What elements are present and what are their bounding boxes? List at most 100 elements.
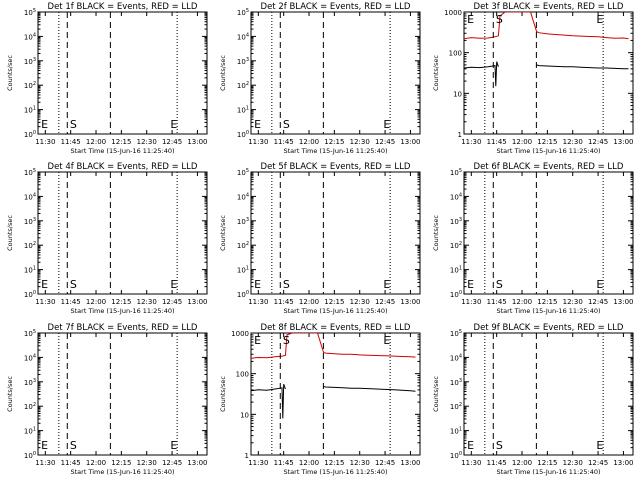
panel-title: Det 4f BLACK = Events, RED = LLD xyxy=(48,162,198,172)
x-tick-label: 12:15 xyxy=(324,298,344,306)
plot-frame xyxy=(37,171,208,295)
x-tick-label: 11:45 xyxy=(274,138,294,146)
marker-label: E xyxy=(170,118,177,131)
x-tick-label: 13:00 xyxy=(613,138,633,146)
y-tick-label: 105 xyxy=(237,8,249,17)
x-tick-label: 12:45 xyxy=(162,298,182,306)
marker-label: S xyxy=(496,278,503,291)
marker-label: E xyxy=(467,278,474,291)
y-tick-label: 1 xyxy=(245,452,249,460)
x-tick-label: 12:30 xyxy=(137,138,157,146)
panel-det-9: Det 9f BLACK = Events, RED = LLD 11:30 11:… xyxy=(432,323,634,476)
x-tick-label: 12:00 xyxy=(299,459,319,467)
marker-label: S xyxy=(70,118,77,131)
x-tick-label: 13:00 xyxy=(187,459,207,467)
x-tick-label: 12:00 xyxy=(86,459,106,467)
x-tick-label: 12:15 xyxy=(324,138,344,146)
y-tick-label: 100 xyxy=(236,371,249,379)
x-axis-label: Start Time (15-Jun-16 11:25:40) xyxy=(497,307,601,315)
y-tick-label: 100 xyxy=(237,130,249,139)
y-tick-label: 105 xyxy=(24,8,36,17)
plot-frame xyxy=(463,171,634,295)
panel-title: Det 7f BLACK = Events, RED = LLD xyxy=(48,323,198,333)
x-tick-label: 11:45 xyxy=(487,298,507,306)
events-series-line xyxy=(464,61,499,87)
events-series-line xyxy=(536,64,629,70)
marker-label: E xyxy=(467,439,474,452)
x-axis-label: Start Time (15-Jun-16 11:25:40) xyxy=(71,147,175,155)
marker-label: E xyxy=(596,13,603,26)
x-tick-label: 11:30 xyxy=(461,298,481,306)
x-tick-label: 12:15 xyxy=(537,459,557,467)
y-tick-label: 100 xyxy=(450,290,462,299)
x-tick-label: 11:30 xyxy=(461,138,481,146)
x-tick-label: 13:00 xyxy=(400,459,420,467)
y-tick-label: 104 xyxy=(24,32,36,41)
plot-frame xyxy=(250,332,421,456)
y-tick-label: 1000 xyxy=(444,9,462,17)
events-series-line xyxy=(251,384,286,419)
x-tick-label: 13:00 xyxy=(187,298,207,306)
x-tick-label: 12:30 xyxy=(137,459,157,467)
y-tick-label: 1000 xyxy=(231,330,249,338)
x-tick-label: 11:45 xyxy=(61,298,81,306)
panel-det-2: Det 2f BLACK = Events, RED = LLD 11:30 11:… xyxy=(219,2,421,155)
y-tick-label: 101 xyxy=(450,427,462,436)
y-tick-label: 10 xyxy=(453,90,462,98)
x-tick-label: 12:00 xyxy=(512,459,532,467)
y-axis-label: Counts/sec xyxy=(432,55,440,91)
y-tick-label: 101 xyxy=(24,106,36,115)
y-axis-label: Counts/sec xyxy=(432,376,440,412)
x-tick-label: 12:15 xyxy=(537,298,557,306)
lld-series-line xyxy=(251,333,416,359)
x-tick-label: 11:30 xyxy=(35,459,55,467)
y-tick-label: 102 xyxy=(24,81,36,90)
panel-det-6: Det 6f BLACK = Events, RED = LLD 11:30 11:… xyxy=(432,162,634,315)
marker-label: E xyxy=(383,334,390,347)
marker-label: S xyxy=(70,278,77,291)
y-tick-label: 102 xyxy=(24,241,36,250)
x-tick-label: 13:00 xyxy=(400,138,420,146)
x-tick-label: 13:00 xyxy=(613,459,633,467)
y-tick-label: 101 xyxy=(450,266,462,275)
marker-label: E xyxy=(383,278,390,291)
marker-label: E xyxy=(254,334,261,347)
panel-title: Det 9f BLACK = Events, RED = LLD xyxy=(474,323,624,333)
marker-label: S xyxy=(283,118,290,131)
y-tick-label: 103 xyxy=(450,378,462,387)
x-tick-label: 12:00 xyxy=(512,298,532,306)
y-axis-label: Counts/sec xyxy=(219,55,227,91)
x-tick-label: 11:45 xyxy=(274,298,294,306)
marker-label: S xyxy=(283,334,290,347)
lld-series-line xyxy=(464,12,629,40)
x-tick-label: 11:45 xyxy=(487,138,507,146)
panel-det-3: Det 3f BLACK = Events, RED = LLD 11:30 11:… xyxy=(432,2,634,155)
x-tick-label: 12:00 xyxy=(512,138,532,146)
x-tick-label: 11:30 xyxy=(35,298,55,306)
marker-label: E xyxy=(254,278,261,291)
x-tick-label: 12:30 xyxy=(563,459,583,467)
y-tick-label: 100 xyxy=(24,451,36,460)
y-axis-label: Counts/sec xyxy=(219,215,227,251)
y-tick-label: 1 xyxy=(458,131,462,139)
x-tick-label: 12:00 xyxy=(86,138,106,146)
panel-title: Det 1f BLACK = Events, RED = LLD xyxy=(48,2,198,12)
marker-label: E xyxy=(41,278,48,291)
y-tick-label: 103 xyxy=(237,57,249,66)
x-tick-label: 11:30 xyxy=(248,138,268,146)
y-axis-label: Counts/sec xyxy=(6,215,14,251)
x-tick-label: 12:45 xyxy=(162,459,182,467)
marker-label: E xyxy=(596,439,603,452)
y-tick-label: 102 xyxy=(237,241,249,250)
x-tick-label: 11:30 xyxy=(35,138,55,146)
x-axis-label: Start Time (15-Jun-16 11:25:40) xyxy=(284,307,388,315)
x-tick-label: 12:45 xyxy=(588,138,608,146)
marker-label: S xyxy=(283,278,290,291)
y-tick-label: 100 xyxy=(237,290,249,299)
marker-label: S xyxy=(70,439,77,452)
marker-label: E xyxy=(383,118,390,131)
marker-label: E xyxy=(596,278,603,291)
x-tick-label: 11:45 xyxy=(61,459,81,467)
x-tick-label: 12:45 xyxy=(588,459,608,467)
